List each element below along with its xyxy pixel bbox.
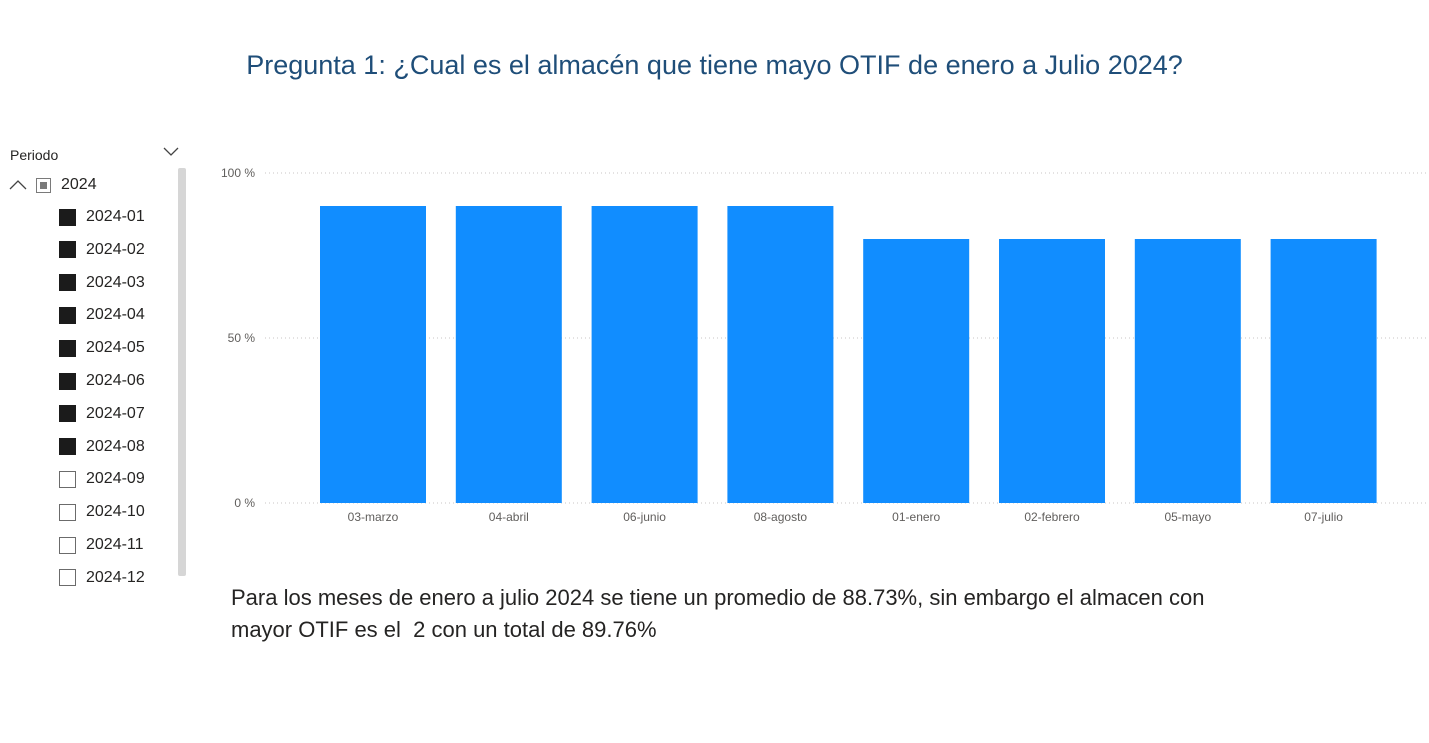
- month-checkbox[interactable]: [59, 274, 76, 292]
- month-checkbox[interactable]: [59, 241, 76, 259]
- otif-bar-chart: 0 % 50 % 100 % 03-marzo 04-abril 06-junio 08-a…: [200, 150, 1429, 540]
- month-label: 2024-11: [86, 536, 144, 553]
- slicer-scrollbar[interactable]: [178, 168, 186, 576]
- periodo-slicer: Periodo 2024 2024-01 2024-02 2024-03 2024-0…: [0, 140, 195, 590]
- month-item-2024-09[interactable]: 2024-09: [59, 468, 145, 490]
- bar-02-febrero[interactable]: [999, 239, 1105, 503]
- month-checkbox[interactable]: [59, 339, 76, 357]
- month-checkbox[interactable]: [59, 405, 76, 423]
- chart-svg: 0 % 50 % 100 % 03-marzo 04-abril 06-junio 08-a…: [221, 166, 1429, 524]
- month-label: 2024-03: [86, 273, 145, 291]
- summary-text: Para los meses de enero a julio 2024 se …: [231, 585, 1205, 642]
- x-tick-label: 02-febrero: [1024, 510, 1080, 524]
- month-label: 2024-07: [86, 404, 145, 422]
- month-item-2024-12[interactable]: 2024-12: [59, 567, 145, 589]
- page-title: Pregunta 1: ¿Cual es el almacén que tien…: [246, 50, 1183, 80]
- year-node-2024[interactable]: 2024: [8, 174, 97, 196]
- year-checkbox[interactable]: [36, 177, 51, 193]
- y-tick-label: 0 %: [234, 496, 255, 510]
- bar-05-mayo[interactable]: [1134, 239, 1241, 503]
- month-item-2024-11[interactable]: 2024-11: [59, 534, 144, 556]
- month-label: 2024-04: [86, 306, 145, 324]
- month-checkbox[interactable]: [59, 503, 76, 521]
- month-item-2024-02[interactable]: 2024-02: [59, 239, 145, 261]
- month-checkbox[interactable]: [59, 536, 76, 554]
- x-tick-label: 06-junio: [623, 510, 666, 524]
- x-tick-label: 08-agosto: [754, 510, 808, 524]
- month-label: 2024-06: [86, 372, 145, 389]
- slicer-header: Periodo: [10, 147, 59, 163]
- month-label: 2024-01: [86, 208, 145, 225]
- month-label: 2024-02: [86, 240, 145, 258]
- bar-03-marzo[interactable]: [320, 206, 426, 503]
- year-label: 2024: [61, 176, 97, 193]
- bar-01-enero[interactable]: [863, 239, 970, 503]
- month-checkbox[interactable]: [59, 569, 76, 587]
- month-item-2024-01[interactable]: 2024-01: [59, 206, 145, 228]
- month-item-2024-07[interactable]: 2024-07: [59, 403, 145, 425]
- x-tick-label: 03-marzo: [348, 510, 399, 524]
- month-item-2024-10[interactable]: 2024-10: [59, 501, 145, 523]
- month-checkbox[interactable]: [59, 306, 76, 324]
- bar-04-abril[interactable]: [455, 206, 562, 503]
- month-label: 2024-05: [86, 339, 145, 357]
- month-item-2024-05[interactable]: 2024-05: [59, 337, 145, 359]
- month-item-2024-06[interactable]: 2024-06: [59, 370, 145, 392]
- y-tick-label: 50 %: [228, 331, 256, 345]
- x-tick-label: 05-mayo: [1164, 510, 1211, 524]
- y-tick-label: 100 %: [221, 166, 255, 180]
- bar-08-agosto[interactable]: [727, 206, 834, 503]
- month-label: 2024-08: [86, 437, 145, 455]
- month-checkbox[interactable]: [59, 372, 76, 390]
- month-label: 2024-10: [86, 503, 145, 521]
- month-label: 2024-12: [86, 568, 145, 586]
- month-checkbox[interactable]: [59, 438, 76, 456]
- month-checkbox[interactable]: [59, 208, 76, 226]
- month-item-2024-04[interactable]: 2024-04: [59, 304, 145, 326]
- month-checkbox[interactable]: [59, 470, 76, 488]
- month-item-2024-03[interactable]: 2024-03: [59, 272, 145, 294]
- chevron-down-icon[interactable]: [161, 144, 181, 160]
- bar-06-junio[interactable]: [591, 206, 698, 503]
- bar-07-julio[interactable]: [1270, 239, 1377, 503]
- x-tick-label: 07-julio: [1304, 510, 1343, 524]
- chevron-up-icon[interactable]: [8, 178, 28, 192]
- month-item-2024-08[interactable]: 2024-08: [59, 436, 145, 458]
- month-label: 2024-09: [86, 470, 145, 488]
- x-tick-label: 01-enero: [892, 510, 940, 524]
- x-tick-label: 04-abril: [489, 510, 529, 524]
